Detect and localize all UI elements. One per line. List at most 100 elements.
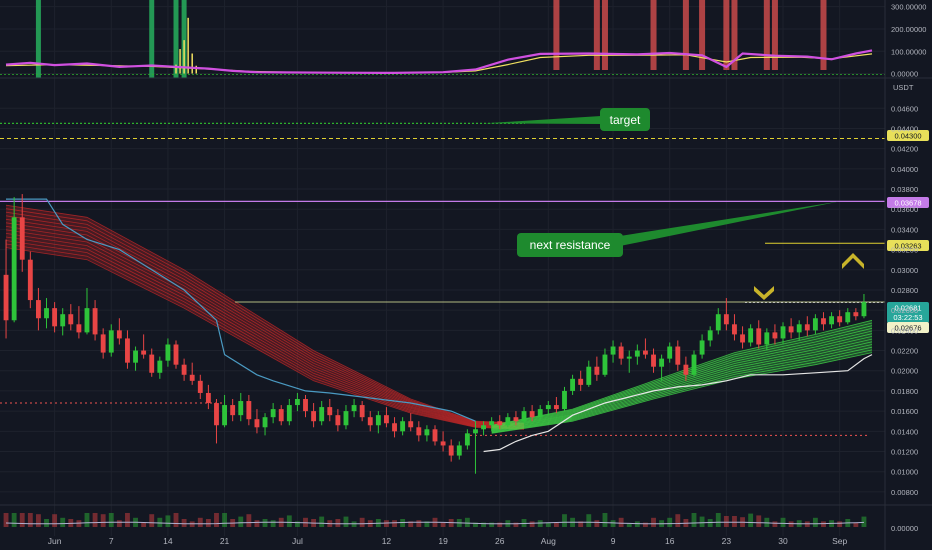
candle-body <box>125 338 130 363</box>
time-tick-label: Jun <box>48 536 62 546</box>
red-signal-bar <box>763 0 770 70</box>
price-tick-label: 0.02600 <box>891 306 918 315</box>
green-signal-bar <box>35 0 41 78</box>
volume-bar <box>270 520 276 527</box>
volume-bar <box>440 522 446 527</box>
ribbon-up-line <box>491 341 873 431</box>
candle-body <box>432 429 438 442</box>
tag-yellow-solid-text: 0.03263 <box>894 242 921 251</box>
target-box <box>600 108 650 131</box>
volume-bar <box>197 517 203 527</box>
indicator-tick-label: 100.00000 <box>891 47 926 56</box>
volume-bar <box>416 520 422 527</box>
candle-body <box>327 407 333 416</box>
volume-bar <box>723 516 729 527</box>
candle-body <box>626 356 632 359</box>
ribbon-up-line <box>491 338 873 431</box>
volume-bar <box>537 520 543 527</box>
candle-body <box>812 318 818 331</box>
price-tick-label: 0.03200 <box>891 246 918 255</box>
volume-bar <box>222 513 227 527</box>
volume-bar <box>748 513 754 527</box>
volume-bar <box>853 522 859 527</box>
tag-white-dashed-text: 0.02676 <box>894 324 921 333</box>
time-tick-label: 21 <box>220 536 230 546</box>
volume-bar <box>594 520 600 527</box>
candle-body <box>780 326 786 339</box>
volume-bar <box>108 513 114 527</box>
volume-bar <box>238 516 244 527</box>
volume-bar <box>424 521 430 527</box>
volume-pane <box>3 513 867 527</box>
candle-body <box>545 405 551 410</box>
volume-bar <box>812 517 818 527</box>
candle-body <box>440 441 446 446</box>
candle-body <box>68 314 74 325</box>
volume-bar <box>44 519 49 527</box>
candle-body <box>367 417 373 426</box>
time-tick-label: Sep <box>832 536 847 546</box>
volume-bar <box>165 515 171 527</box>
volume-bar <box>651 517 656 527</box>
price-tick-label: 0.04200 <box>891 145 918 154</box>
volume-tick-label: 0.00000 <box>891 524 918 533</box>
time-axis[interactable]: Jun 7 14 21 Jul 12 19 26 Aug 9 16 23 30 Sep <box>48 536 848 546</box>
volume-bar <box>553 522 559 527</box>
price-tick-label: 0.01600 <box>891 407 918 416</box>
volume-bar <box>384 520 389 527</box>
volume-bar <box>562 514 567 527</box>
volume-bar <box>626 523 632 527</box>
candle-body <box>796 324 802 333</box>
red-signal-bar <box>699 0 706 70</box>
volume-bar <box>35 514 41 527</box>
candle-body <box>246 401 252 420</box>
indicator-tick-label: 0.00000 <box>891 70 918 79</box>
volume-bar <box>294 521 300 527</box>
red-signal-bar <box>723 0 730 70</box>
volume-bar <box>675 514 681 527</box>
red-signal-bar <box>731 0 738 70</box>
volume-bar <box>286 515 292 527</box>
volume-bar <box>764 517 770 527</box>
candle-body <box>821 318 826 325</box>
red-signal-bar <box>601 0 608 70</box>
red-signal-bar <box>682 0 689 70</box>
candle-body <box>634 350 640 357</box>
volume-bar <box>157 517 163 527</box>
price-tick-label: 0.01400 <box>891 427 918 436</box>
candle-body <box>707 330 713 341</box>
price-tick-label: 0.00800 <box>891 488 918 497</box>
candle-body <box>643 350 648 355</box>
candle-body <box>100 334 106 353</box>
candle-body <box>715 314 721 331</box>
red-signal-bar <box>553 0 560 70</box>
candle-body <box>594 366 600 375</box>
time-tick-label: 12 <box>382 536 392 546</box>
ribbon-up-line <box>491 336 873 430</box>
volume-bar <box>772 521 778 527</box>
indicator-main-line <box>5 49 873 75</box>
next-resistance-label: next resistance <box>530 238 611 252</box>
candle-body <box>408 421 414 428</box>
candle-body <box>748 328 754 343</box>
volume-bar <box>643 522 648 527</box>
candle-body <box>181 364 187 375</box>
candle-body <box>489 421 495 426</box>
horizontal-levels <box>0 122 885 436</box>
moving-average-ribbon <box>5 204 873 434</box>
candle-body <box>335 415 341 426</box>
candle-body <box>537 409 543 418</box>
candle-body <box>214 403 219 426</box>
time-tick-label: 14 <box>163 536 173 546</box>
candle-body <box>303 399 308 412</box>
ribbon-down-fill <box>6 205 524 430</box>
currency-unit: USDT <box>893 83 914 92</box>
candle-body <box>464 433 470 446</box>
trailing-stop-up <box>483 354 873 453</box>
candle-body <box>205 392 211 404</box>
volume-bar <box>359 517 365 527</box>
candle-body <box>319 407 325 422</box>
